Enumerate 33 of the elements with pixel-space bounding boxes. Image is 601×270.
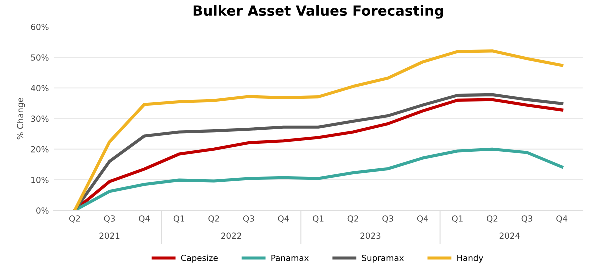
x-tick-label: Q4 — [278, 216, 290, 223]
x-tick-label: Q2 — [487, 216, 498, 223]
y-tick-label: 10% — [32, 176, 49, 184]
y-tick-label: 40% — [31, 85, 49, 92]
line-series — [73, 50, 564, 211]
text: 2024 — [500, 232, 520, 240]
chart-title: Bulker Asset Values Forecasting — [194, 5, 444, 19]
legend-label: Panamax — [272, 255, 309, 262]
text: 2023 — [360, 232, 381, 240]
legend-label: Capesize — [181, 254, 218, 263]
text: 2022 — [222, 232, 242, 240]
x-tick-label: Q3 — [382, 216, 394, 223]
x-tick-label: Q3 — [243, 216, 254, 223]
y-tick-label: 50% — [31, 54, 49, 61]
x-tick-label: Q2 — [70, 216, 80, 223]
y-tick-label: 0% — [36, 208, 49, 214]
y-tick-label: 60% — [31, 24, 49, 30]
x-tick-label: Q2 — [208, 216, 220, 223]
x-tick-label: Q4 — [556, 216, 568, 223]
text: 2021 — [100, 232, 120, 240]
legend-label: Handy — [458, 254, 484, 263]
y-tick-label: 20% — [31, 146, 49, 153]
y-tick-label: 30% — [31, 116, 49, 122]
y-axis-title: % Change — [17, 98, 26, 140]
x-tick-label: Q2 — [348, 216, 358, 223]
legend-label: Supramax — [362, 254, 404, 263]
x-tick-label: Q4 — [417, 216, 428, 223]
x-tick-label: Q1 — [313, 216, 324, 223]
x-tick-label: Q1 — [174, 216, 185, 223]
x-tick-label: Q4 — [139, 216, 150, 223]
x-tick-label: Q3 — [522, 216, 533, 223]
x-tick-label: Q3 — [104, 216, 116, 223]
x-tick-label: Q1 — [452, 216, 463, 223]
